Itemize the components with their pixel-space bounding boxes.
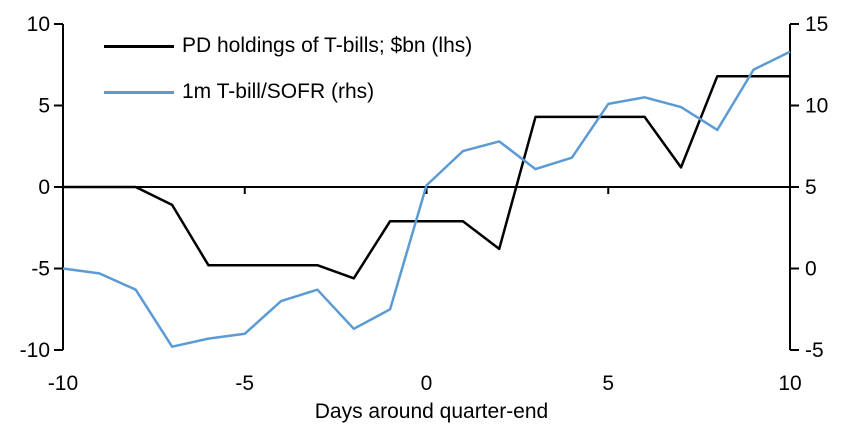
legend-line-sample-blue [104,90,174,94]
legend-label: 1m T-bill/SOFR (rhs) [182,80,375,103]
right-axis-tick-label: 5 [805,176,817,199]
right-axis-tick-label: 0 [805,258,817,281]
legend-label: PD holdings of T-bills; $bn (lhs) [182,34,473,57]
legend-item-pd-holdings: PD holdings of T-bills; $bn (lhs) [104,33,472,59]
left-axis-tick-label: 0 [38,176,50,199]
legend-line-sample-black [104,44,174,48]
right-axis-tick-label: 10 [805,95,828,118]
left-axis-tick-label: -10 [20,339,50,362]
series-line-pd-holdings [63,74,790,280]
x-axis-tick-label: -10 [48,372,78,395]
x-axis-title: Days around quarter-end [315,400,548,423]
x-axis-tick-label: 10 [778,372,801,395]
left-axis-tick-label: 5 [38,95,50,118]
chart-legend: PD holdings of T-bills; $bn (lhs) 1m T-b… [104,33,472,125]
legend-item-tbill-sofr: 1m T-bill/SOFR (rhs) [104,79,472,105]
x-axis-tick-label: -5 [235,372,254,395]
series-line-tbill-sofr [62,50,791,348]
right-axis-tick-label: 15 [805,13,828,36]
left-axis-tick-label: 10 [27,13,50,36]
x-axis-tick-label: 0 [421,372,433,395]
right-axis-tick-label: -5 [805,339,824,362]
x-axis-tick-label: 5 [602,372,614,395]
left-axis-tick-label: -5 [31,258,50,281]
